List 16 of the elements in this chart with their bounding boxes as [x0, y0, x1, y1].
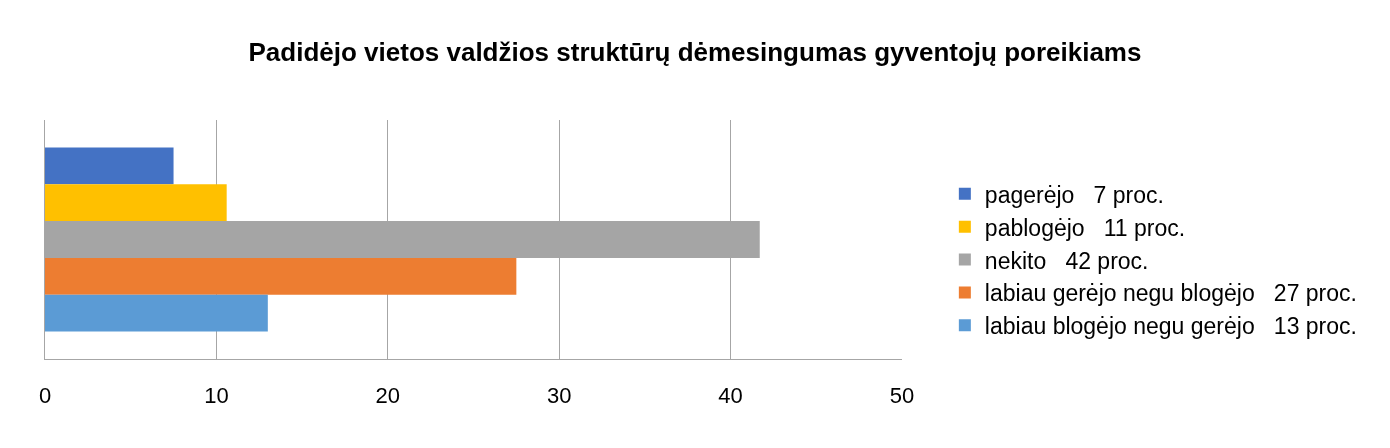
x-tick-label: 30: [546, 382, 572, 408]
legend-label: pagerėjo 7 proc.: [984, 181, 1164, 208]
x-tick-label: 20: [375, 382, 401, 408]
chart-title: Padidėjo vietos valdžios struktūrų dėmesingumas gyventojų poreikiams: [248, 37, 1142, 68]
bar: [45, 147, 174, 185]
x-tick-label: 50: [889, 382, 915, 408]
legend-label: labiau gerėjo negu blogėjo 27 proc.: [984, 280, 1357, 307]
bar: [45, 184, 227, 222]
bar: [45, 294, 268, 332]
x-tick-label: 10: [204, 382, 229, 408]
legend-label: pablogėjo 11 proc.: [984, 214, 1186, 241]
legend-label: labiau blogėjo negu gerėjo 13 proc.: [984, 313, 1357, 340]
legend-label: nekito 42 proc.: [984, 247, 1149, 274]
bar: [45, 257, 517, 295]
x-tick-label: 40: [718, 382, 743, 408]
x-tick-label: 0: [38, 382, 52, 408]
